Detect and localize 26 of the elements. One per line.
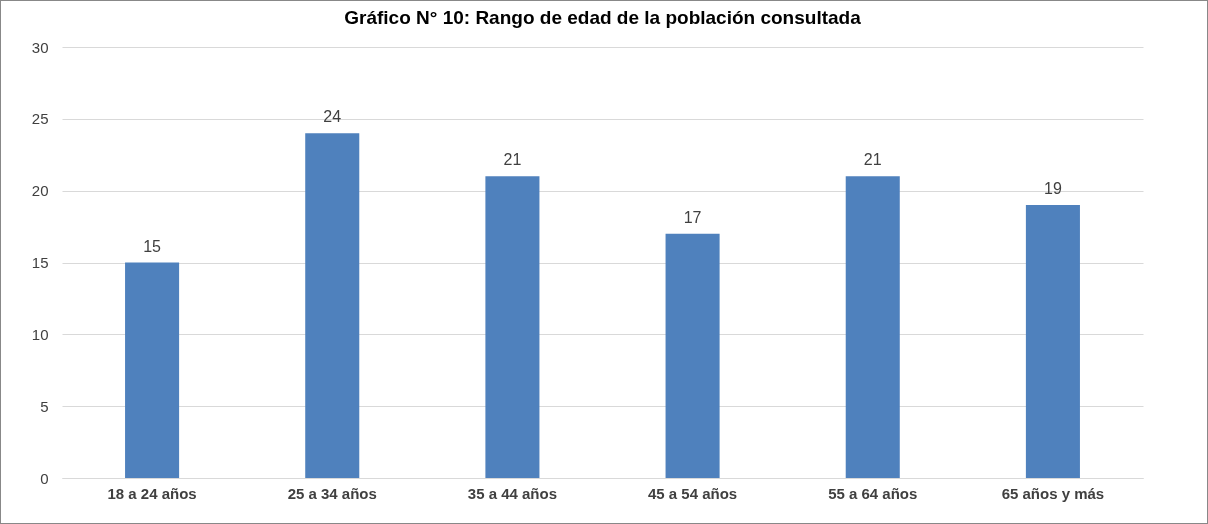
bar	[125, 262, 180, 478]
x-tick-label: 35 a 44 años	[467, 484, 558, 502]
y-tick-label: 15	[31, 254, 49, 271]
x-tick-label: 45 a 54 años	[647, 484, 738, 502]
data-label: 17	[683, 208, 702, 226]
bar	[305, 133, 360, 478]
data-label: 15	[143, 237, 162, 255]
bar	[665, 233, 720, 478]
bar	[1025, 205, 1080, 478]
y-tick-label: 25	[31, 110, 49, 128]
data-label: 19	[1044, 180, 1062, 198]
bar	[485, 176, 540, 478]
y-tick-label: 20	[31, 182, 49, 200]
y-tick-label: 5	[40, 397, 49, 415]
data-label: 21	[863, 151, 882, 169]
chart-title: Gráfico N° 10: Rango de edad de la población consultada	[344, 7, 862, 28]
x-tick-label: 18 a 24 años	[107, 484, 197, 502]
x-tick-label: 65 años y más	[1001, 484, 1105, 502]
data-label: 21	[503, 151, 522, 169]
x-tick-label: 55 a 64 años	[828, 484, 918, 502]
data-label: 24	[323, 108, 342, 126]
y-tick-label: 0	[40, 469, 49, 487]
x-tick-label: 25 a 34 años	[287, 484, 377, 502]
y-tick-label: 30	[31, 38, 49, 56]
y-tick-label: 10	[31, 325, 49, 343]
bar	[845, 176, 900, 478]
